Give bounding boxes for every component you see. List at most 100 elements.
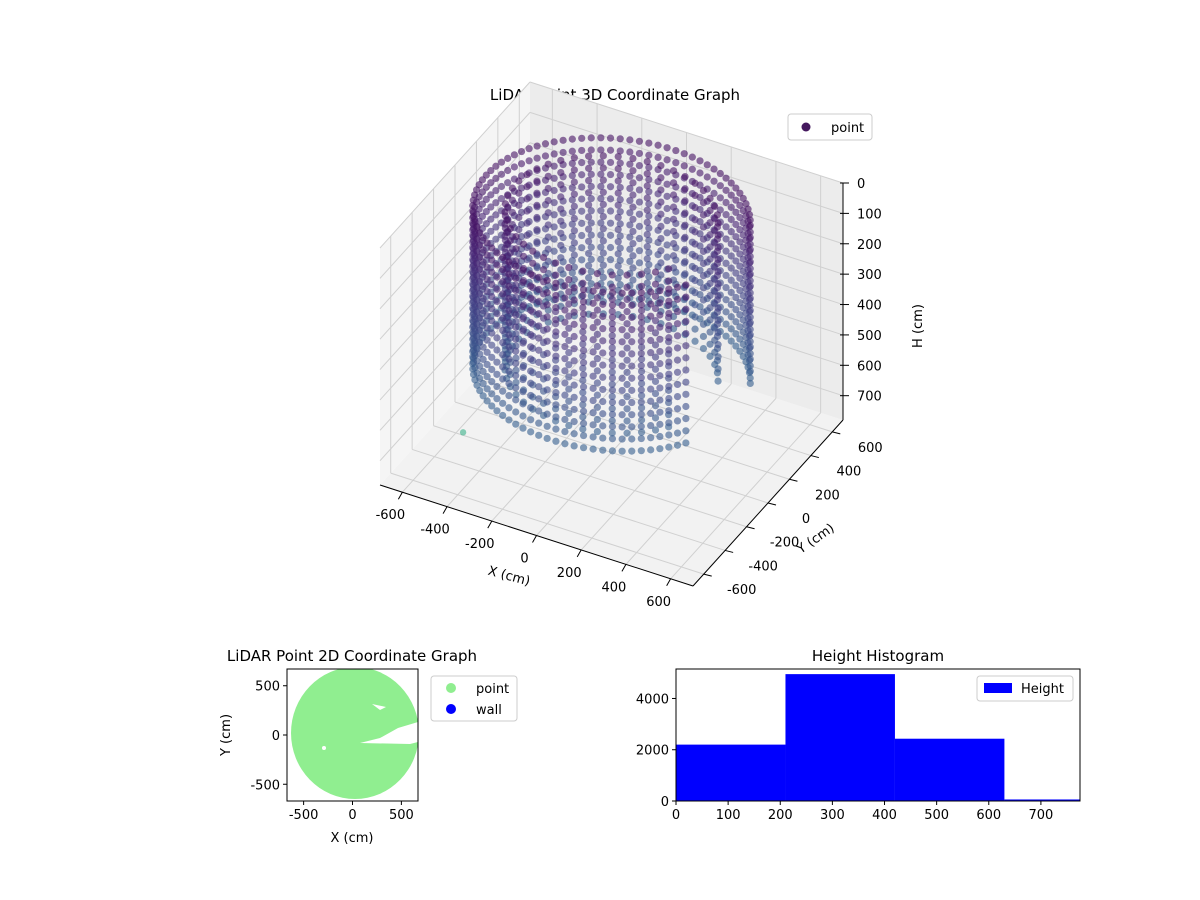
plot3d-point <box>623 271 631 279</box>
plot3d-point <box>599 385 607 394</box>
plot3d-ytick-label: 600 <box>858 441 883 456</box>
hist-xtick-label: 100 <box>716 808 741 823</box>
plot3d-point <box>568 269 576 277</box>
plot3d-point <box>699 186 708 195</box>
plot3d-point <box>505 282 513 290</box>
plot3d-point <box>623 295 631 304</box>
plot3d-point <box>656 287 664 295</box>
plot3d-point <box>665 265 673 273</box>
plot3d-point <box>682 415 690 423</box>
plot3d-point <box>488 256 496 264</box>
plot3d-point <box>561 440 569 448</box>
plot3d-point <box>488 402 496 410</box>
plot3d-point <box>722 259 730 267</box>
plot3d-point <box>645 139 653 147</box>
plot3d-point <box>746 379 754 387</box>
plot3d-point <box>488 268 496 276</box>
plot3d-point <box>487 203 495 211</box>
plot3d-gridline-z-left <box>379 81 531 249</box>
plot3d-point <box>499 266 507 274</box>
plot3d-point <box>568 147 576 155</box>
hist-ytick-label: 4000 <box>636 692 669 707</box>
plot3d-point <box>506 225 514 233</box>
plot3d-point <box>651 268 660 276</box>
plot3d-point <box>579 267 587 275</box>
plot3d-point <box>665 443 673 451</box>
plot3d-point <box>746 282 754 290</box>
plot3d-point <box>628 289 636 297</box>
plot3d-point <box>628 338 636 346</box>
plot3d-point <box>527 282 535 290</box>
plot3d-point <box>533 226 541 234</box>
plot3d-ytick <box>746 526 755 530</box>
plot3d-point <box>557 254 565 262</box>
plot3d-point <box>579 334 588 342</box>
plot3d-point <box>746 277 754 285</box>
plot3d-point <box>585 201 593 209</box>
plot3d-point <box>618 435 626 443</box>
plot3d-point <box>691 289 699 297</box>
plot3d-point <box>512 378 520 387</box>
plot3d-point <box>512 269 520 277</box>
plot3d-ztick-label: 600 <box>857 359 882 374</box>
plot3d-point <box>499 253 507 262</box>
plot3d-point <box>599 410 607 418</box>
plot3d-point <box>651 280 660 288</box>
plot3d-point <box>557 205 565 213</box>
plot3d-point <box>736 226 744 234</box>
plot3d-point <box>578 195 586 203</box>
plot3d-point <box>476 386 484 395</box>
plot3d-xtick <box>666 578 672 587</box>
hist-xtick-label: 500 <box>924 808 949 823</box>
plot3d-point <box>629 252 637 260</box>
plot3d-point <box>493 407 501 415</box>
plot3d-point <box>673 344 682 352</box>
plot3d-point <box>492 223 500 231</box>
plot3d-point <box>473 369 481 377</box>
plot3d-point <box>691 203 699 212</box>
plot3d-point <box>505 294 513 302</box>
plot3d-point <box>672 159 680 167</box>
plot3d-point <box>570 381 578 389</box>
plot3d-point <box>623 332 631 340</box>
plot3d-point <box>628 435 636 443</box>
plot3d-point <box>680 150 688 158</box>
plot3d-point <box>710 177 718 185</box>
plot3d-point <box>533 142 541 150</box>
plot3d-point <box>550 211 558 219</box>
plot3d-point <box>651 426 660 434</box>
plot3d-point <box>643 267 651 275</box>
plot3d-zlabel: H (cm) <box>911 304 926 348</box>
plot3d-point <box>570 393 578 401</box>
plot3d-point <box>645 248 653 257</box>
plot3d-point <box>722 174 730 182</box>
plot3d-point <box>682 402 690 411</box>
plot3d-point <box>505 367 513 375</box>
plot3d-gridline-y-floor <box>411 448 726 551</box>
plot3d-point <box>587 182 595 191</box>
plot3d-point <box>479 367 487 376</box>
plot3d-point <box>565 421 573 430</box>
plot3d-point <box>561 391 569 399</box>
hist-xtick-label: 0 <box>672 808 680 823</box>
plot3d-point <box>637 410 645 418</box>
plot3d-point <box>608 350 617 358</box>
plot3d-point <box>608 332 616 340</box>
plot3d-point <box>535 273 543 281</box>
plot3d-point <box>529 247 537 255</box>
plot3d-point <box>497 170 506 178</box>
plot3d-point <box>714 219 722 227</box>
plot3d-point <box>578 171 586 179</box>
plot3d-point <box>663 229 671 237</box>
plot3d-point <box>614 238 622 246</box>
plot3d-point <box>493 261 501 269</box>
plot3d-point <box>476 314 484 322</box>
plot3d-point <box>561 367 569 375</box>
plot3d-point <box>699 344 708 353</box>
plot3d-point <box>568 220 576 228</box>
plot3d-point <box>476 374 484 383</box>
plot3d-axes: -600-400-2000200400600-600-400-200020040… <box>376 177 883 610</box>
plot3d-point <box>691 228 699 236</box>
plot3d-point <box>579 352 587 360</box>
plot3d-ztick-label: 500 <box>857 329 882 344</box>
